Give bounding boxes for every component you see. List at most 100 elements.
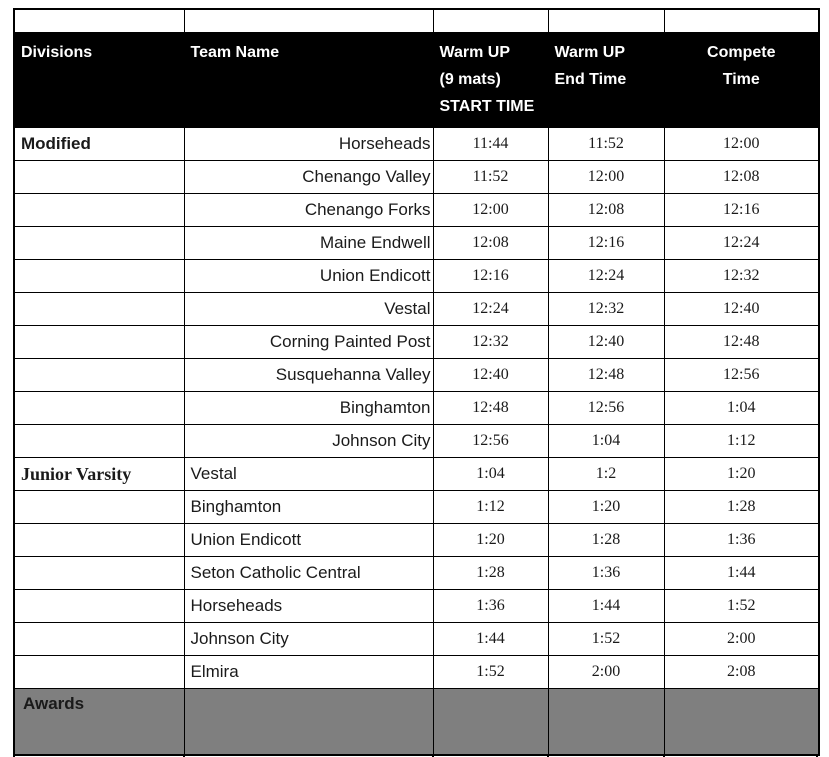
division-cell (13, 589, 185, 623)
warmup-start-time-cell: 12:48 (432, 391, 549, 425)
division-cell (13, 325, 185, 359)
division-cell (13, 193, 185, 227)
compete-time-cell: 12:56 (663, 358, 820, 392)
warmup-end-time-cell: 11:52 (547, 127, 665, 161)
column-header-line: Warm UP (554, 44, 626, 61)
column-header-line: Compete (707, 44, 776, 61)
schedule-table: Divisions Team Name Warm UP (9 mats) START T… (13, 8, 820, 756)
warmup-start-time-cell: 12:56 (432, 424, 549, 458)
warmup-start-time-cell: 12:40 (432, 358, 549, 392)
compete-time-cell: 12:00 (663, 127, 820, 161)
column-header-line: Warm UP (439, 44, 511, 61)
warmup-end-time-cell: 12:16 (547, 226, 665, 260)
division-cell (13, 556, 185, 590)
warmup-start-time-cell: 12:24 (432, 292, 549, 326)
team-row: Junior Varsity Vestal 1:04 1:2 1:20 (13, 457, 820, 491)
team-row: Maine Endwell 12:08 12:16 12:24 (13, 226, 820, 260)
team-name-cell: Johnson City (183, 622, 434, 656)
spacer-row (13, 8, 820, 33)
team-name-cell: Binghamton (183, 490, 434, 524)
team-name-cell: Union Endicott (183, 259, 434, 293)
team-row: Johnson City 1:44 1:52 2:00 (13, 622, 820, 656)
team-row: Johnson City 12:56 1:04 1:12 (13, 424, 820, 458)
column-header-line: Time (722, 71, 760, 88)
warmup-start-time-cell: 12:08 (432, 226, 549, 260)
warmup-start-time-cell: 11:52 (432, 160, 549, 194)
warmup-start-time-cell: 1:44 (432, 622, 549, 656)
division-cell (13, 292, 185, 326)
column-header-line: (9 mats) (439, 71, 501, 88)
compete-time-cell: 2:08 (663, 655, 820, 689)
compete-time-cell: 1:36 (663, 523, 820, 557)
team-name-cell: Susquehanna Valley (183, 358, 434, 392)
awards-empty-cell (547, 688, 665, 756)
division-cell (13, 391, 185, 425)
warmup-start-time-cell: 12:00 (432, 193, 549, 227)
compete-time-cell: 1:12 (663, 424, 820, 458)
spacer-cell-0 (13, 8, 185, 33)
warmup-end-time-cell: 1:52 (547, 622, 665, 656)
header-row: Divisions Team Name Warm UP (9 mats) START T… (13, 32, 820, 128)
team-name-cell: Horseheads (183, 127, 434, 161)
warmup-start-time-cell: 12:32 (432, 325, 549, 359)
warmup-end-time-cell: 12:40 (547, 325, 665, 359)
compete-time-cell: 12:24 (663, 226, 820, 260)
team-row: Chenango Forks 12:00 12:08 12:16 (13, 193, 820, 227)
warmup-end-time-cell: 1:28 (547, 523, 665, 557)
compete-time-cell: 12:08 (663, 160, 820, 194)
team-name-cell: Union Endicott (183, 523, 434, 557)
division-cell (13, 259, 185, 293)
compete-time-cell: 12:16 (663, 193, 820, 227)
team-name-cell: Corning Painted Post (183, 325, 434, 359)
awards-empty-cell (183, 688, 434, 756)
awards-empty-cell (432, 688, 549, 756)
warmup-start-time-cell: 11:44 (432, 127, 549, 161)
warmup-start-time-cell: 1:20 (432, 523, 549, 557)
team-row: Binghamton 12:48 12:56 1:04 (13, 391, 820, 425)
warmup-start-time-cell: 12:16 (432, 259, 549, 293)
team-name-cell: Johnson City (183, 424, 434, 458)
warmup-end-time-cell: 1:36 (547, 556, 665, 590)
warmup-end-time-cell: 1:44 (547, 589, 665, 623)
team-row: Binghamton 1:12 1:20 1:28 (13, 490, 820, 524)
awards-empty-cell (663, 688, 820, 756)
warmup-end-time-cell: 12:08 (547, 193, 665, 227)
compete-time-cell: 12:48 (663, 325, 820, 359)
spacer-cell-1 (183, 8, 434, 33)
warmup-end-time-cell: 12:56 (547, 391, 665, 425)
warmup-start-time-cell: 1:12 (432, 490, 549, 524)
warmup-end-time-cell: 12:00 (547, 160, 665, 194)
division-cell (13, 358, 185, 392)
warmup-end-time-cell: 12:48 (547, 358, 665, 392)
column-header-compete-time: Compete Time (663, 32, 820, 128)
compete-time-cell: 1:20 (663, 457, 820, 491)
team-name-cell: Chenango Forks (183, 193, 434, 227)
division-cell (13, 523, 185, 557)
team-row: Vestal 12:24 12:32 12:40 (13, 292, 820, 326)
division-cell (13, 424, 185, 458)
warmup-start-time-cell: 1:36 (432, 589, 549, 623)
spacer-cell-2 (432, 8, 549, 33)
warmup-end-time-cell: 12:32 (547, 292, 665, 326)
team-row: Corning Painted Post 12:32 12:40 12:48 (13, 325, 820, 359)
warmup-start-time-cell: 1:52 (432, 655, 549, 689)
team-row: Modified Horseheads 11:44 11:52 12:00 (13, 127, 820, 161)
compete-time-cell: 2:00 (663, 622, 820, 656)
column-header-line: Divisions (21, 44, 93, 61)
warmup-end-time-cell: 1:04 (547, 424, 665, 458)
team-row: Union Endicott 12:16 12:24 12:32 (13, 259, 820, 293)
team-name-cell: Maine Endwell (183, 226, 434, 260)
column-header-line: Team Name (190, 44, 280, 61)
spacer-cell-4 (663, 8, 820, 33)
division-cell: Junior Varsity (13, 457, 185, 491)
warmup-end-time-cell: 12:24 (547, 259, 665, 293)
warmup-end-time-cell: 2:00 (547, 655, 665, 689)
warmup-end-time-cell: 1:2 (547, 457, 665, 491)
compete-time-cell: 12:32 (663, 259, 820, 293)
column-header-line: End Time (554, 71, 627, 88)
spacer-cell-3 (547, 8, 665, 33)
team-name-cell: Elmira (183, 655, 434, 689)
warmup-start-time-cell: 1:28 (432, 556, 549, 590)
division-cell (13, 622, 185, 656)
team-row: Susquehanna Valley 12:40 12:48 12:56 (13, 358, 820, 392)
